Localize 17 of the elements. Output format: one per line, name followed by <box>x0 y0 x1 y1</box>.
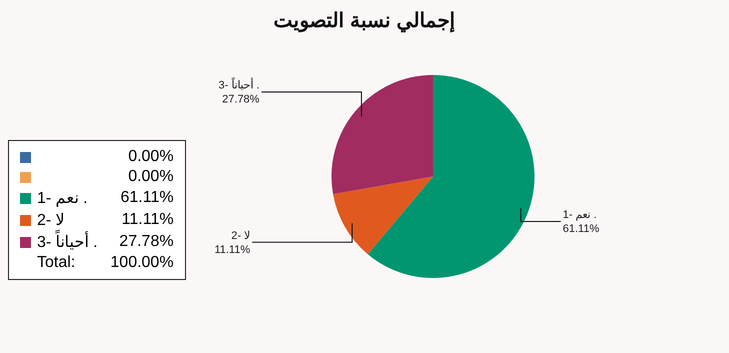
text: 61.11% <box>120 189 174 206</box>
slice-label: 2- لا <box>231 230 250 242</box>
slice-label: 1- نعم . <box>562 209 597 222</box>
data-label: 11.11% <box>214 244 250 256</box>
text: 0.00% <box>128 168 174 185</box>
text: 0.00% <box>128 148 174 165</box>
data-label: 61.11% <box>562 223 600 236</box>
text: 11.11% <box>122 211 174 228</box>
slice-label: 3- أحياناً . <box>218 76 260 92</box>
text: 100.00% <box>109 253 175 273</box>
chart-title: إجمالي نسبة التصويت <box>272 9 457 33</box>
legend-label: 1- نعم . <box>36 189 89 209</box>
text: 27.78% <box>119 233 174 250</box>
legend-label: 2- لا <box>36 211 66 230</box>
data-label: 27.78% <box>222 94 260 106</box>
text: Total: <box>36 253 76 273</box>
legend-label: 3- أحياناً . <box>36 231 99 253</box>
